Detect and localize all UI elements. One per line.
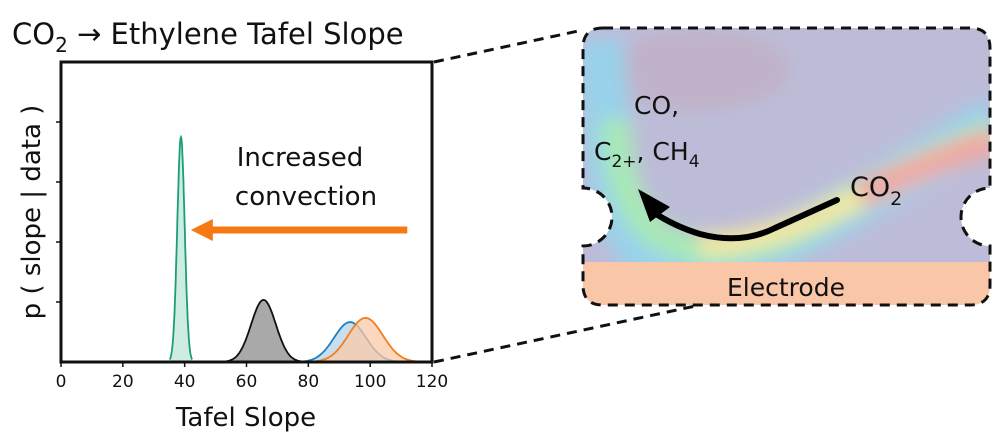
x-tick-label: 20 bbox=[112, 372, 134, 392]
inset-flow-diagram: Electrode CO, C2+, CH4 CO2 bbox=[581, 26, 992, 307]
series-line-orange bbox=[313, 316, 418, 363]
series-layer bbox=[168, 134, 418, 363]
flow-arrow-shaft bbox=[650, 197, 840, 242]
zoom-connector-bottom bbox=[433, 303, 701, 364]
chart-title: CO2 → Ethylene Tafel Slope bbox=[12, 17, 404, 57]
x-axis-label: Tafel Slope bbox=[175, 403, 316, 433]
x-tick-label: 40 bbox=[174, 372, 196, 392]
products-line-1: CO, bbox=[634, 91, 679, 120]
series-line-gray bbox=[226, 298, 301, 363]
electrode-label: Electrode bbox=[727, 273, 845, 302]
series-area-gray bbox=[226, 299, 301, 362]
zoom-connector-top bbox=[433, 28, 584, 64]
y-axis-ticks bbox=[56, 121, 61, 303]
x-axis-ticks: 0 20 40 60 80 100 120 bbox=[56, 362, 448, 392]
y-axis-label: p ( slope | data ) bbox=[17, 105, 47, 320]
annotation-line-1: Increased bbox=[237, 143, 364, 173]
series-area-orange bbox=[313, 317, 418, 362]
plot-frame bbox=[59, 60, 434, 364]
x-tick-label: 60 bbox=[236, 372, 258, 392]
annotation-line-2: convection bbox=[235, 182, 377, 212]
x-tick-label: 0 bbox=[56, 372, 67, 392]
products-line-2: C2+, CH4 bbox=[594, 137, 700, 172]
convection-arrow-head bbox=[190, 219, 213, 241]
annotation-increased-convection: Increased convection bbox=[190, 143, 408, 241]
inset-border bbox=[581, 26, 992, 307]
flow-arrow-head bbox=[638, 189, 670, 222]
x-tick-label: 80 bbox=[298, 372, 320, 392]
x-tick-label: 120 bbox=[416, 372, 448, 392]
x-tick-label: 100 bbox=[354, 372, 386, 392]
series-line-green bbox=[168, 134, 193, 360]
reactant-label: CO2 bbox=[850, 172, 902, 210]
electrode-band bbox=[583, 262, 990, 305]
